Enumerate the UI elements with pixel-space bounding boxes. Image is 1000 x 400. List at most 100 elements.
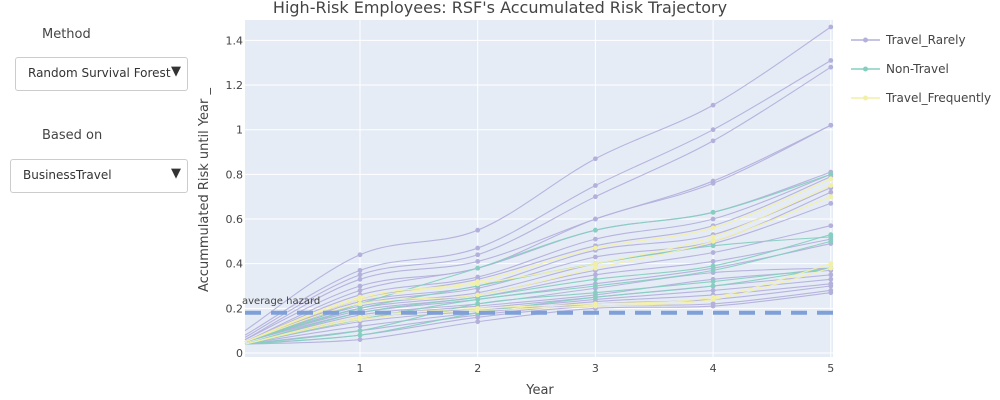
method-dropdown-value: Random Survival Forest bbox=[28, 66, 171, 80]
data-point bbox=[475, 292, 481, 298]
data-point bbox=[710, 279, 716, 284]
data-point bbox=[710, 243, 716, 249]
data-point bbox=[357, 276, 363, 282]
data-point bbox=[475, 301, 481, 307]
x-tick-label: 3 bbox=[592, 362, 599, 375]
data-point bbox=[593, 156, 598, 162]
data-point bbox=[593, 194, 598, 200]
data-point bbox=[710, 225, 716, 231]
data-point bbox=[828, 183, 834, 188]
data-point bbox=[593, 294, 598, 300]
data-point bbox=[828, 238, 834, 244]
data-point bbox=[710, 288, 716, 293]
data-point bbox=[828, 171, 834, 177]
data-point bbox=[710, 250, 716, 255]
legend-item[interactable]: Travel_Rarely bbox=[851, 33, 966, 47]
data-point bbox=[593, 216, 598, 222]
legend-item[interactable]: Non-Travel bbox=[851, 62, 949, 76]
based-on-dropdown[interactable]: BusinessTravel ▼ bbox=[10, 159, 188, 193]
legend-marker-icon bbox=[863, 37, 868, 43]
series-line bbox=[244, 178, 832, 343]
y-tick-label: 0.8 bbox=[226, 168, 244, 181]
x-tick-label: 1 bbox=[357, 362, 364, 375]
data-point bbox=[475, 308, 481, 313]
data-point bbox=[710, 102, 716, 108]
series-line bbox=[244, 196, 831, 343]
chevron-down-icon: ▼ bbox=[171, 64, 181, 79]
data-point bbox=[710, 267, 716, 273]
data-point bbox=[475, 252, 481, 258]
data-point bbox=[357, 283, 363, 289]
x-axis-label: Year bbox=[525, 383, 554, 398]
data-point bbox=[710, 259, 716, 264]
series-line bbox=[244, 234, 831, 345]
data-point bbox=[593, 227, 598, 233]
data-point bbox=[475, 265, 481, 271]
data-point bbox=[828, 265, 834, 271]
y-tick-label: 1.2 bbox=[226, 79, 244, 92]
tick-labels: 0 0.2 0.4 0.6 0.8 1 1.2 1.4 1 2 3 4 5 bbox=[226, 34, 835, 375]
data-point bbox=[475, 245, 481, 251]
data-point bbox=[475, 319, 481, 325]
data-point bbox=[828, 189, 834, 195]
data-point bbox=[710, 283, 716, 289]
series-line bbox=[244, 26, 832, 332]
data-point bbox=[357, 305, 363, 311]
series-line bbox=[244, 124, 832, 341]
data-point bbox=[828, 200, 834, 206]
y-tick-label: 0.2 bbox=[226, 302, 244, 315]
y-axis-label: Accummulated Risk until Year _ bbox=[197, 88, 212, 292]
data-point bbox=[828, 223, 834, 229]
data-point bbox=[475, 297, 481, 302]
legend-label: Travel_Rarely bbox=[885, 33, 966, 47]
series-line bbox=[244, 187, 832, 343]
data-point bbox=[475, 227, 481, 233]
series-line bbox=[244, 267, 831, 345]
data-point bbox=[593, 236, 598, 242]
chevron-down-icon: ▼ bbox=[171, 166, 181, 181]
data-point bbox=[357, 323, 363, 329]
data-point bbox=[357, 328, 363, 334]
method-dropdown[interactable]: Random Survival Forest ▼ bbox=[15, 57, 188, 91]
chart-title: High-Risk Employees: RSF's Accumulated R… bbox=[273, 0, 727, 17]
data-point bbox=[593, 272, 598, 278]
series-line bbox=[244, 202, 831, 343]
data-point bbox=[828, 232, 834, 238]
data-point bbox=[828, 290, 834, 296]
data-point bbox=[710, 297, 716, 302]
data-point bbox=[710, 303, 716, 309]
data-point bbox=[828, 261, 834, 267]
data-point bbox=[710, 216, 716, 222]
data-point bbox=[357, 272, 363, 278]
legend-item[interactable]: Travel_Frequently bbox=[851, 91, 991, 105]
based-on-dropdown-value: BusinessTravel bbox=[23, 168, 112, 182]
data-point bbox=[593, 290, 598, 296]
data-point bbox=[357, 317, 363, 322]
data-point bbox=[710, 234, 716, 240]
data-point bbox=[828, 276, 834, 282]
series-layer bbox=[244, 24, 834, 345]
data-point bbox=[593, 261, 598, 267]
data-point bbox=[828, 283, 834, 289]
series-line bbox=[244, 267, 831, 345]
y-tick-label: 1 bbox=[236, 124, 243, 137]
based-on-label: Based on bbox=[42, 128, 103, 143]
data-point bbox=[828, 176, 834, 182]
data-point bbox=[593, 283, 598, 289]
data-point bbox=[710, 238, 716, 244]
data-point bbox=[357, 297, 363, 302]
data-point bbox=[475, 281, 481, 287]
legend-label: Travel_Frequently bbox=[885, 91, 991, 105]
series-line bbox=[244, 173, 831, 343]
data-point bbox=[357, 332, 363, 338]
y-tick-label: 0 bbox=[236, 347, 243, 360]
data-point bbox=[710, 127, 716, 133]
series-line bbox=[244, 283, 831, 345]
y-tick-label: 0.6 bbox=[226, 213, 244, 226]
data-point bbox=[710, 180, 716, 186]
data-point bbox=[710, 209, 716, 215]
data-point bbox=[710, 138, 716, 144]
x-tick-label: 5 bbox=[827, 362, 834, 375]
data-point bbox=[357, 252, 363, 258]
legend-label: Non-Travel bbox=[886, 62, 949, 76]
